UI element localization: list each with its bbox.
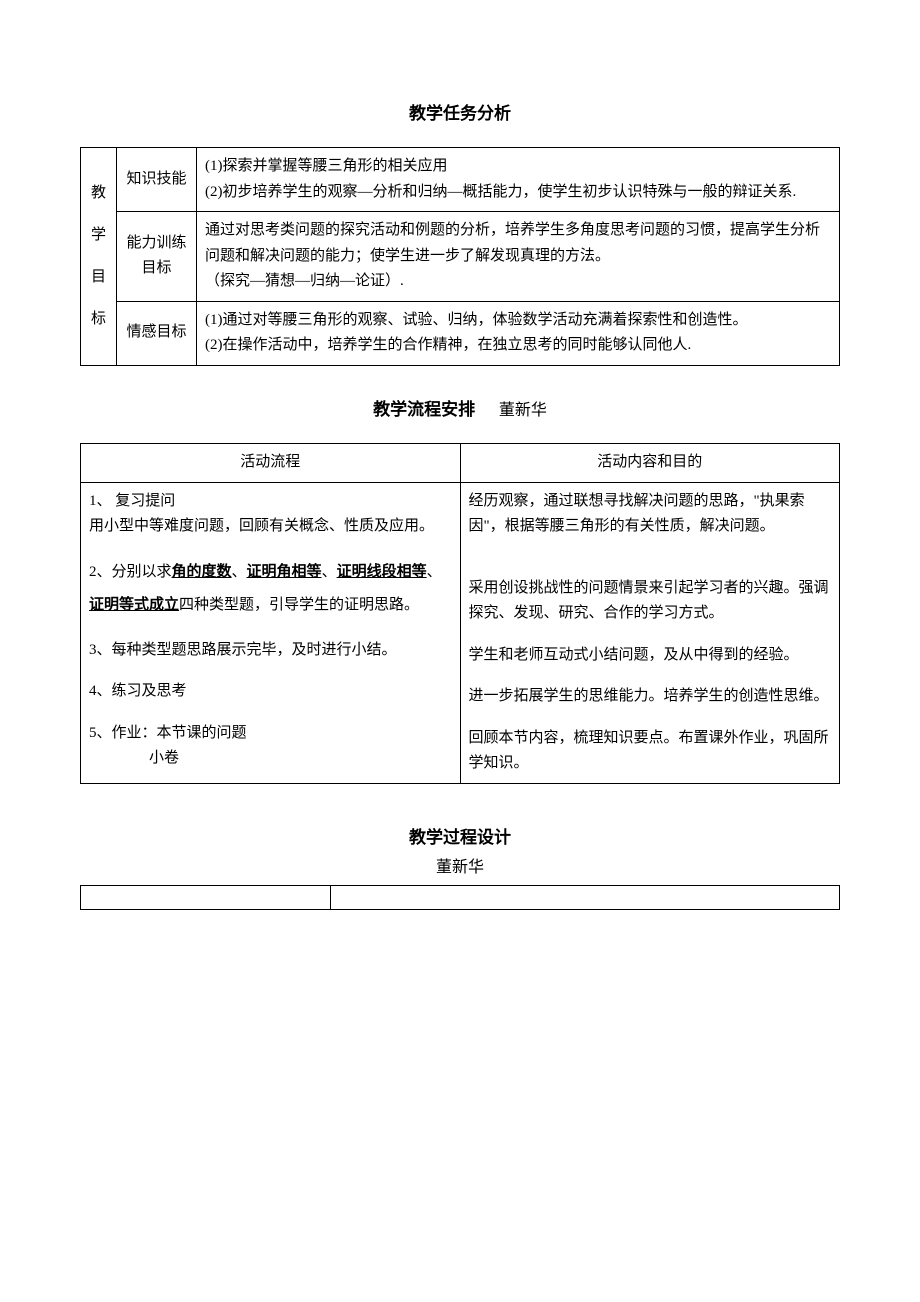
knowledge-skills-content: (1)探索并掌握等腰三角形的相关应用(2)初步培养学生的观察—分析和归纳—概括能… [197, 148, 840, 212]
flow-item-2-right: 采用创设挑战性的问题情景来引起学习者的兴趣。强调探究、发现、研究、合作的学习方式… [469, 556, 832, 627]
flow-item-5-right: 回顾本节内容，梳理知识要点。布置课外作业，巩固所学知识。 [469, 726, 832, 777]
process-table [80, 885, 840, 910]
flow-item-1-right: 经历观察，通过联想寻找解决问题的思路，"执果索因"，根据等腰三角形的有关性质，解… [469, 489, 832, 540]
flow-table: 活动流程 活动内容和目的 1、 复习提问用小型中等难度问题，回顾有关概念、性质及… [80, 443, 840, 784]
section2-author: 董新华 [499, 402, 547, 419]
process-cell-1 [81, 885, 331, 909]
flow-right-cell: 经历观察，通过联想寻找解决问题的思路，"执果索因"，根据等腰三角形的有关性质，解… [460, 482, 840, 783]
flow-item-5-line1: 5、作业：本节课的问题 [89, 721, 452, 747]
task-analysis-table: 教学目标 知识技能 (1)探索并掌握等腰三角形的相关应用(2)初步培养学生的观察… [80, 147, 840, 366]
flow-item-5-line2: 小卷 [89, 746, 452, 772]
emotion-goal-content: (1)通过对等腰三角形的观察、试验、归纳，体验数学活动充满着探索性和创造性。(2… [197, 301, 840, 365]
flow-item-4-left: 4、练习及思考 [89, 679, 452, 705]
flow-item-2-left: 2、分别以求角的度数、证明角相等、证明线段相等、证明等式成立四种类型题，引导学生… [89, 556, 452, 622]
emotion-goal-label: 情感目标 [117, 301, 197, 365]
flow-item-1-left: 1、 复习提问用小型中等难度问题，回顾有关概念、性质及应用。 [89, 489, 452, 540]
process-cell-2 [331, 885, 840, 909]
flow-header-left: 活动流程 [81, 444, 461, 483]
flow-left-cell: 1、 复习提问用小型中等难度问题，回顾有关概念、性质及应用。 2、分别以求角的度… [81, 482, 461, 783]
flow-item-3-left: 3、每种类型题思路展示完毕，及时进行小结。 [89, 638, 452, 664]
flow-item-5-left: 5、作业：本节课的问题 小卷 [89, 721, 452, 772]
flow-item-4-right: 进一步拓展学生的思维能力。培养学生的创造性思维。 [469, 684, 832, 710]
knowledge-skills-label: 知识技能 [117, 148, 197, 212]
section2-title: 教学流程安排 [373, 400, 475, 419]
section3-title: 教学过程设计 [80, 824, 840, 851]
section3-author: 董新华 [80, 855, 840, 881]
flow-item-3-right: 学生和老师互动式小结问题，及从中得到的经验。 [469, 643, 832, 669]
ability-training-content: 通过对思考类问题的探究活动和例题的分析，培养学生多角度思考问题的习惯，提高学生分… [197, 212, 840, 302]
flow-header-right: 活动内容和目的 [460, 444, 840, 483]
section2-title-row: 教学流程安排 董新华 [80, 396, 840, 424]
ability-training-label: 能力训练目标 [117, 212, 197, 302]
goals-row-label: 教学目标 [81, 148, 117, 366]
section1-title: 教学任务分析 [80, 100, 840, 127]
